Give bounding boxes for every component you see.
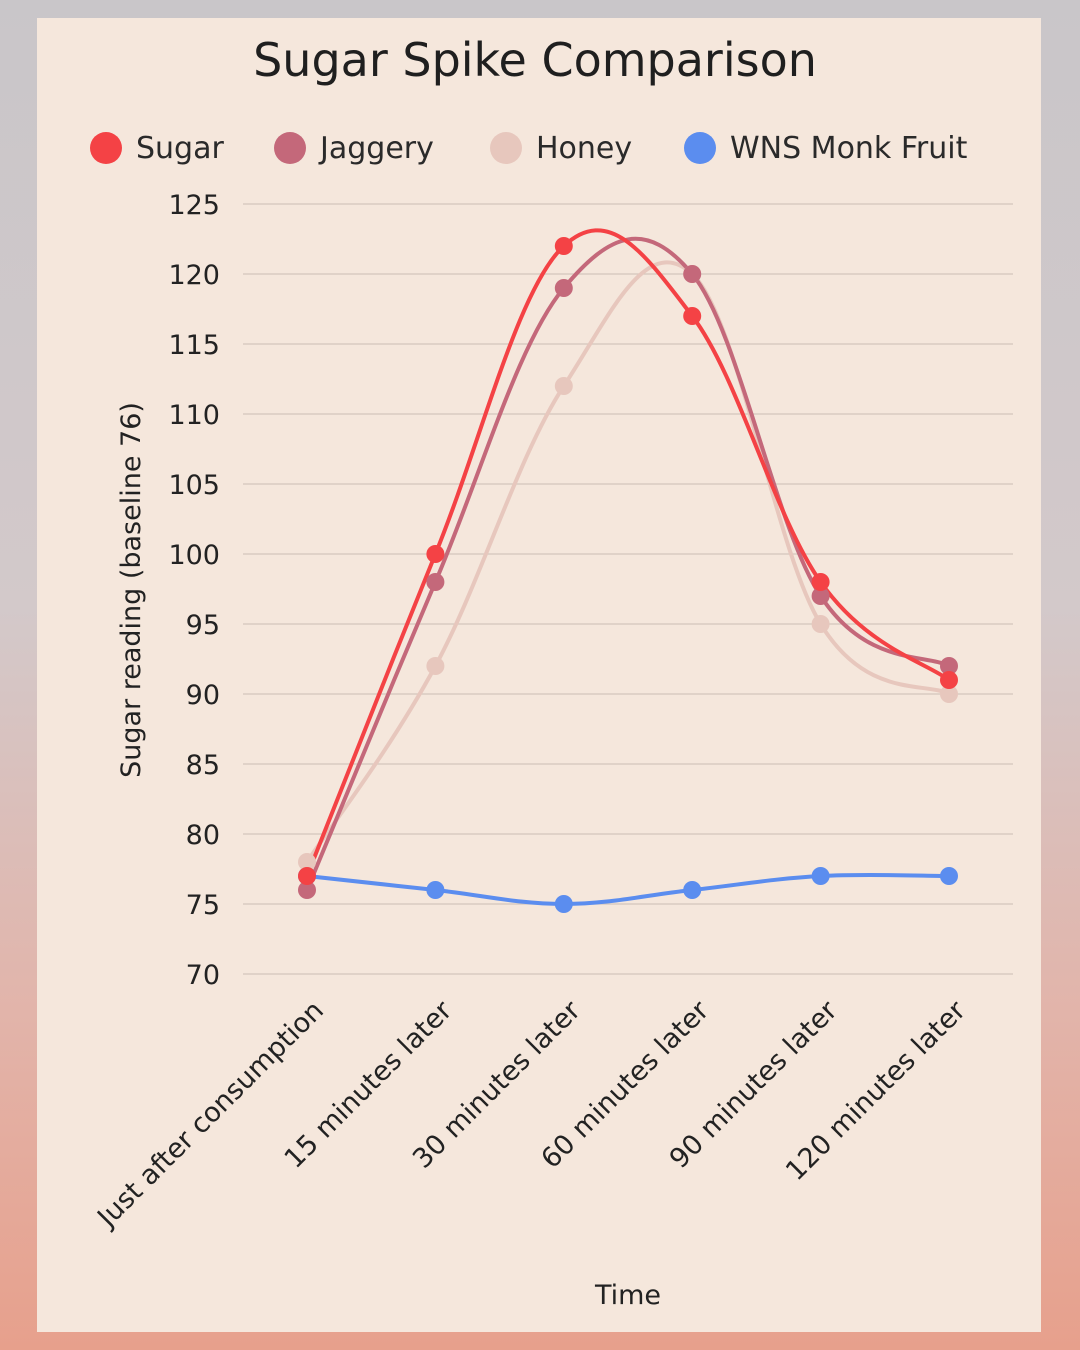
- series-line: [305, 236, 951, 892]
- data-point: [940, 671, 958, 689]
- y-tick-label: 95: [186, 610, 220, 641]
- data-point: [940, 657, 958, 675]
- y-tick-label: 110: [168, 400, 220, 431]
- data-point: [683, 265, 702, 283]
- legend-marker: [90, 132, 122, 164]
- data-point: [426, 573, 445, 591]
- data-point: [811, 867, 830, 885]
- series-line: [305, 260, 951, 864]
- legend-label: WNS Monk Fruit: [730, 131, 968, 166]
- series-line: [305, 872, 951, 907]
- legend-label: Jaggery: [318, 131, 434, 166]
- data-point: [683, 881, 702, 899]
- y-tick-label: 120: [168, 260, 220, 291]
- y-tick-label: 70: [186, 960, 220, 991]
- data-point: [298, 853, 316, 871]
- series-lines: [305, 228, 951, 907]
- series-line: [305, 228, 951, 878]
- data-point: [298, 867, 316, 885]
- series-points: [298, 237, 958, 913]
- data-point: [554, 237, 573, 255]
- y-axis-ticks: 70 75 80 85 90 95 100 105 110 115 120 125: [168, 190, 220, 991]
- data-point: [298, 881, 316, 899]
- legend-label: Sugar: [136, 131, 224, 166]
- data-point: [811, 615, 830, 633]
- data-point: [426, 881, 445, 899]
- gridlines: [243, 203, 1013, 975]
- data-point: [811, 587, 830, 605]
- data-point: [554, 377, 573, 395]
- data-point: [683, 307, 702, 325]
- data-point: [426, 545, 445, 563]
- data-point: [940, 867, 958, 885]
- y-tick-label: 105: [168, 470, 220, 501]
- legend-marker: [274, 132, 306, 164]
- chart-title: Sugar Spike Comparison: [253, 33, 817, 87]
- y-tick-label: 90: [186, 680, 220, 711]
- legend-marker: [684, 132, 716, 164]
- legend: Sugar Jaggery Honey WNS Monk Fruit: [90, 131, 968, 166]
- y-tick-label: 75: [186, 890, 220, 921]
- x-tick-label: Just after consumption: [91, 995, 330, 1234]
- y-tick-label: 100: [168, 540, 220, 571]
- data-point: [811, 573, 830, 591]
- data-point: [940, 685, 958, 703]
- data-point: [554, 895, 573, 913]
- y-tick-label: 125: [168, 190, 220, 221]
- legend-label: Honey: [536, 131, 632, 166]
- y-tick-label: 85: [186, 750, 220, 781]
- y-tick-label: 115: [168, 330, 220, 361]
- data-point: [554, 279, 573, 297]
- legend-marker: [490, 132, 522, 164]
- x-axis-label: Time: [594, 1280, 661, 1311]
- data-point: [426, 657, 445, 675]
- y-axis-label: Sugar reading (baseline 76): [116, 402, 147, 778]
- y-tick-label: 80: [186, 820, 220, 851]
